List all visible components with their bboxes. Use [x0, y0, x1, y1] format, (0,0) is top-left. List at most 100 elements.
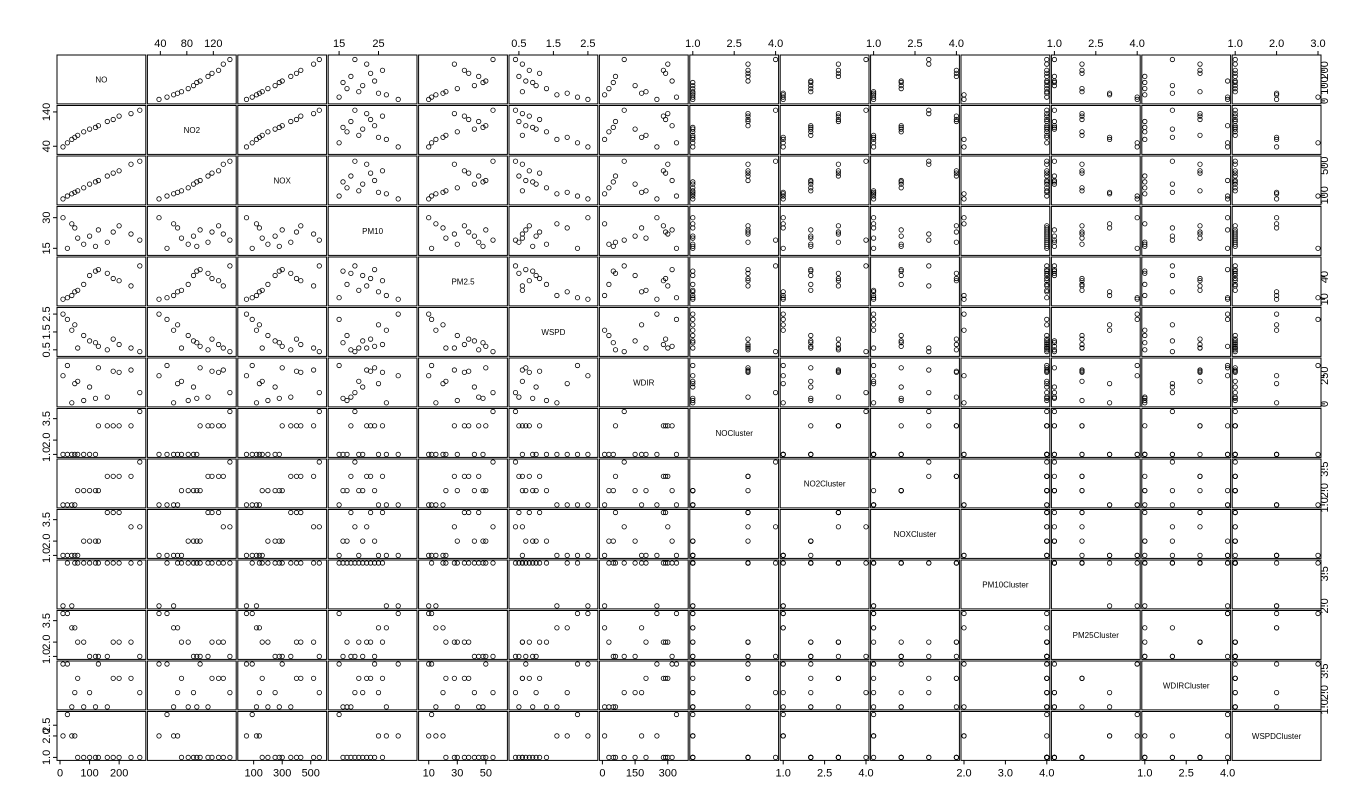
point-5-6-1 — [660, 341, 667, 348]
point-6-11-4 — [1051, 384, 1058, 390]
panel-5-5 — [508, 307, 599, 357]
point-9-1-5 — [185, 538, 191, 544]
point-9-1-8 — [164, 552, 170, 559]
point-11-1-10 — [227, 653, 233, 660]
point-5-2-12 — [276, 340, 282, 346]
point-0-2-11 — [293, 70, 300, 76]
point-2-10-6 — [1044, 188, 1050, 194]
point-12-4-4 — [471, 689, 477, 696]
point-5-13-4 — [1232, 338, 1238, 344]
point-8-4-13 — [440, 502, 446, 508]
point-7-6-7 — [601, 451, 608, 457]
point-5-7-8 — [690, 316, 696, 322]
point-10-1-1 — [216, 560, 222, 566]
point-7-0-6 — [75, 451, 81, 457]
point-0-3-2 — [348, 73, 354, 80]
point-2-10-7 — [961, 191, 967, 197]
point-9-8-10 — [863, 524, 869, 530]
point-13-5-6 — [519, 754, 526, 761]
point-10-4-11 — [466, 560, 472, 566]
point-0-7-6 — [690, 89, 696, 95]
point-8-6-1 — [660, 473, 667, 479]
panel-9-11 — [1050, 509, 1141, 559]
point-11-5-7 — [554, 625, 560, 631]
point-7-10-13 — [1044, 451, 1050, 457]
point-7-12-2 — [1142, 423, 1148, 429]
point-1-10-7 — [961, 136, 967, 142]
point-7-10-9 — [961, 451, 967, 457]
point-4-12-9 — [1225, 296, 1231, 302]
point-6-3-7 — [383, 400, 389, 406]
panel-2-12 — [1141, 155, 1232, 206]
point-5-1-13 — [175, 322, 181, 328]
point-9-0-9 — [60, 552, 66, 559]
point-13-5-12 — [530, 754, 536, 761]
panel-4-4 — [418, 256, 508, 307]
point-0-13-11 — [1232, 70, 1238, 76]
point-2-10-13 — [1044, 189, 1050, 195]
panel-11-2 — [237, 610, 328, 660]
point-0-3-13 — [375, 90, 382, 96]
point-0-8-1 — [835, 67, 842, 73]
point-7-5-9 — [585, 451, 591, 457]
point-3-0-7 — [69, 221, 75, 227]
point-9-2-6 — [259, 552, 265, 559]
point-7-3-2 — [348, 423, 354, 429]
point-1-4-4 — [471, 126, 477, 132]
point-12-3-12 — [340, 704, 346, 710]
point-2-4-6 — [443, 188, 449, 194]
point-9-13-13 — [1274, 552, 1280, 559]
point-10-12-8 — [1225, 560, 1231, 566]
point-12-3-5 — [344, 704, 350, 710]
point-10-5-3 — [523, 560, 529, 566]
point-2-0-11 — [110, 170, 116, 176]
point-7-8-12 — [808, 451, 814, 457]
panel-1-9 — [870, 105, 960, 155]
point-1-8-11 — [835, 116, 842, 123]
point-10-5-12 — [530, 560, 536, 566]
point-2-3-1 — [379, 168, 386, 174]
point-5-8-9 — [780, 311, 786, 317]
point-13-4-2 — [476, 754, 482, 761]
point-2-8-9 — [780, 196, 786, 202]
point-9-5-11 — [536, 509, 543, 516]
point-10-3-5 — [344, 560, 350, 566]
point-1-6-9 — [654, 144, 660, 150]
point-11-0-2 — [104, 653, 110, 660]
panel-0-5 — [508, 54, 599, 105]
point-0-6-4 — [632, 83, 638, 89]
point-8-10-11 — [1044, 473, 1050, 479]
point-9-6-6 — [643, 552, 649, 559]
point-2-7-6 — [690, 188, 696, 194]
point-5-0-1 — [116, 341, 122, 348]
point-2-9-8 — [870, 193, 877, 199]
panel-5-1 — [146, 307, 237, 357]
point-2-10-10 — [1044, 158, 1050, 164]
point-2-7-10 — [772, 158, 779, 164]
x-tick-label-WSPD-2: 2.5 — [580, 38, 595, 50]
point-13-5-8 — [574, 711, 581, 718]
point-2-0-12 — [92, 179, 99, 185]
point-4-12-8 — [1225, 295, 1231, 301]
point-4-10-11 — [1044, 275, 1050, 282]
point-2-13-9 — [1274, 196, 1280, 202]
x-tick-label-NO2Cluster-0: 1.0 — [776, 767, 791, 779]
point-6-3-10 — [352, 389, 358, 396]
right-tick-label-NO2Cluster-1: 2.0 — [1319, 483, 1331, 498]
point-10-3-0 — [364, 560, 370, 566]
point-2-3-7 — [383, 191, 389, 197]
point-6-3-5 — [344, 397, 350, 404]
point-9-6-9 — [654, 552, 660, 559]
point-0-2-12 — [276, 79, 282, 86]
point-0-8-12 — [808, 79, 814, 86]
point-12-1-3 — [197, 661, 203, 667]
point-5-4-5 — [454, 332, 460, 339]
point-13-0-9 — [60, 733, 66, 739]
point-12-0-8 — [64, 661, 71, 667]
point-11-5-10 — [512, 653, 519, 660]
point-4-10-2 — [1044, 270, 1050, 276]
panel-1-0 — [56, 105, 147, 155]
point-9-11-9 — [1134, 552, 1140, 559]
point-10-0-4 — [87, 560, 93, 566]
point-5-6-6 — [643, 345, 649, 351]
